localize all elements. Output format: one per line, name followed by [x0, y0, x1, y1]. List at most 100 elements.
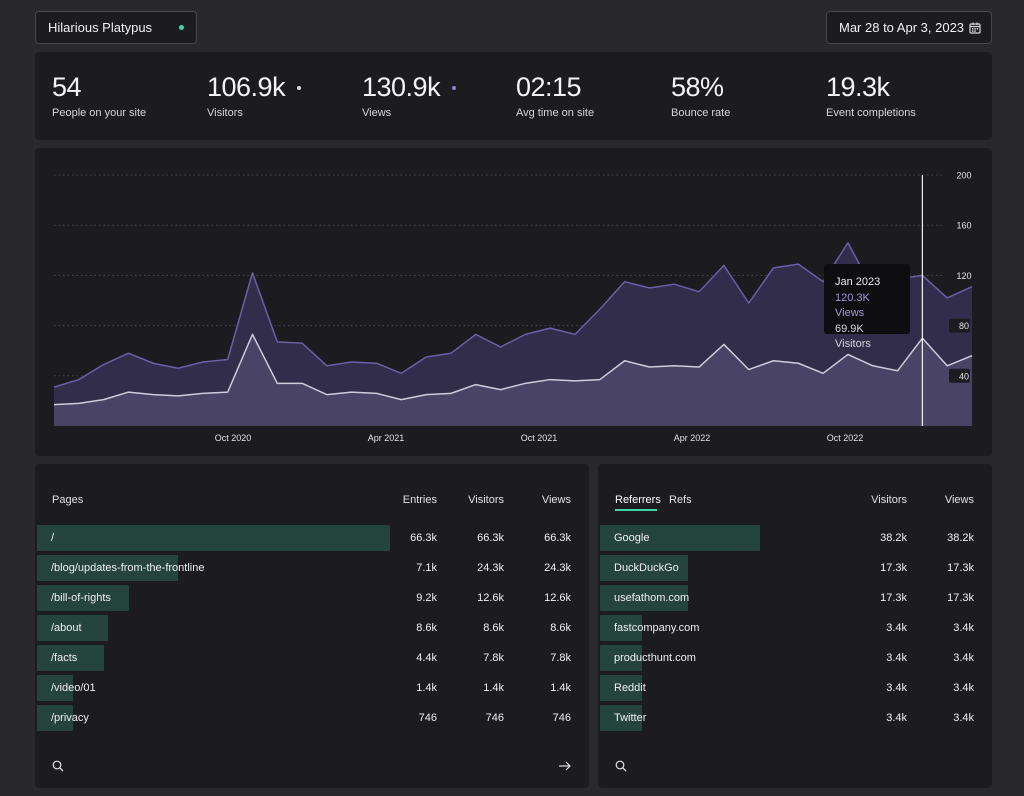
table-row[interactable]: /facts 4.4k 7.8k 7.8k	[35, 645, 589, 671]
row-label[interactable]: /about	[51, 622, 82, 634]
stat-label: Bounce rate	[671, 107, 731, 119]
row-label[interactable]: Reddit	[614, 682, 646, 694]
tab-refs[interactable]: Refs	[669, 494, 692, 506]
traffic-chart[interactable]: 200 160 120 80 40 Oct 2020 Apr 2021 Oct 2021 Apr…	[35, 148, 992, 456]
row-share-bar	[600, 525, 760, 551]
row-entries: 8.6k	[416, 622, 437, 634]
tab-referrers[interactable]: Referrers	[615, 494, 661, 506]
row-label[interactable]: /privacy	[51, 712, 89, 724]
row-visitors: 8.6k	[483, 622, 504, 634]
pages-panel: Pages Entries Visitors Views / 66.3k 66.3k…	[35, 464, 589, 788]
row-visitors: 3.4k	[886, 712, 907, 724]
site-selector[interactable]: Hilarious Platypus	[35, 11, 197, 44]
table-row[interactable]: /blog/updates-from-the-frontline 7.1k 24.3…	[35, 555, 589, 581]
row-label[interactable]: fastcompany.com	[614, 622, 700, 634]
row-views: 8.6k	[550, 622, 571, 634]
row-label[interactable]: /	[51, 532, 55, 544]
table-row[interactable]: Reddit 3.4k 3.4k	[598, 675, 992, 701]
stat-label: Avg time on site	[516, 107, 595, 119]
stat-value: 19.3k	[826, 72, 890, 102]
row-visitors: 24.3k	[477, 562, 504, 574]
row-visitors: 7.8k	[483, 652, 504, 664]
row-views: 7.8k	[550, 652, 571, 664]
row-label[interactable]: Twitter	[614, 712, 647, 724]
row-label[interactable]: DuckDuckGo	[614, 562, 679, 574]
row-views: 3.4k	[953, 712, 974, 724]
row-views: 17.3k	[947, 592, 974, 604]
x-tick-label: Apr 2021	[368, 433, 405, 443]
stat-event-completions[interactable]: 19.3k Event completions	[826, 72, 916, 119]
stat-value: 58%	[671, 72, 724, 102]
y-tick-label: 200	[956, 171, 971, 181]
table-row[interactable]: /video/01 1.4k 1.4k 1.4k	[35, 675, 589, 701]
calendar-icon	[969, 22, 981, 34]
row-share-bar	[600, 645, 642, 671]
row-share-bar	[600, 675, 642, 701]
search-icon[interactable]	[615, 759, 627, 777]
row-share-bar	[600, 555, 688, 581]
stat-bounce-rate[interactable]: 58% Bounce rate	[671, 72, 730, 119]
row-share-bar	[600, 705, 642, 731]
visitors-header[interactable]: Visitors	[871, 494, 907, 506]
row-label[interactable]: usefathom.com	[614, 592, 690, 604]
table-row[interactable]: usefathom.com 17.3k 17.3k	[598, 585, 992, 611]
stat-value: 02:15	[516, 72, 582, 102]
table-row[interactable]: Twitter 3.4k 3.4k	[598, 705, 992, 731]
table-row[interactable]: fastcompany.com 3.4k 3.4k	[598, 615, 992, 641]
views-header[interactable]: Views	[541, 494, 571, 506]
area-visitors	[54, 334, 972, 426]
row-visitors: 3.4k	[886, 682, 907, 694]
search-icon[interactable]	[52, 759, 64, 777]
row-share-bar	[37, 705, 73, 731]
row-label[interactable]: /bill-of-rights	[51, 592, 111, 604]
tooltip-visitors: 69.9K Visitors	[835, 322, 871, 351]
row-views: 3.4k	[953, 622, 974, 634]
stat-avg-time[interactable]: 02:15 Avg time on site	[516, 72, 594, 119]
table-row[interactable]: /bill-of-rights 9.2k 12.6k 12.6k	[35, 585, 589, 611]
table-row[interactable]: Google 38.2k 38.2k	[598, 525, 992, 551]
y-tick-label: 40	[959, 371, 969, 381]
table-row[interactable]: / 66.3k 66.3k 66.3k	[35, 525, 589, 551]
visitors-header[interactable]: Visitors	[468, 494, 504, 506]
row-share-bar	[600, 585, 688, 611]
pages-header: Pages	[52, 494, 84, 506]
row-label[interactable]: producthunt.com	[614, 652, 696, 664]
arrow-right-icon[interactable]	[558, 759, 571, 777]
stat-label: Views	[362, 107, 392, 119]
y-label-bg	[949, 368, 970, 383]
table-row[interactable]: DuckDuckGo 17.3k 17.3k	[598, 555, 992, 581]
stat-value: 130.9k	[362, 72, 441, 102]
stat-value: 54	[52, 72, 82, 102]
stat-people-online[interactable]: 54 People on your site	[52, 72, 146, 119]
table-row[interactable]: producthunt.com 3.4k 3.4k	[598, 645, 992, 671]
table-row[interactable]: /about 8.6k 8.6k 8.6k	[35, 615, 589, 641]
row-label[interactable]: Google	[614, 532, 650, 544]
visitors-legend-dot	[297, 85, 302, 90]
row-views: 24.3k	[544, 562, 571, 574]
x-tick-label: Oct 2021	[521, 433, 558, 443]
row-visitors: 38.2k	[880, 532, 907, 544]
row-views: 38.2k	[947, 532, 974, 544]
active-tab-underline	[615, 509, 657, 511]
row-views: 746	[552, 712, 571, 724]
row-entries: 4.4k	[416, 652, 437, 664]
row-entries: 1.4k	[416, 682, 437, 694]
row-label[interactable]: /blog/updates-from-the-frontline	[51, 562, 205, 574]
row-visitors: 3.4k	[886, 622, 907, 634]
stat-views[interactable]: 130.9k Views	[362, 72, 457, 119]
stat-value: 106.9k	[207, 72, 286, 102]
stat-visitors[interactable]: 106.9k Visitors	[207, 72, 302, 119]
views-header[interactable]: Views	[944, 494, 974, 506]
table-row[interactable]: /privacy 746 746 746	[35, 705, 589, 731]
row-visitors: 12.6k	[477, 592, 504, 604]
date-range-picker[interactable]: Mar 28 to Apr 3, 2023	[826, 11, 992, 44]
stat-label: Visitors	[207, 107, 243, 119]
row-label[interactable]: /facts	[51, 652, 78, 664]
row-share-bar	[37, 585, 129, 611]
stat-label: Event completions	[826, 107, 916, 119]
row-entries: 746	[418, 712, 437, 724]
entries-header[interactable]: Entries	[402, 494, 437, 506]
stats-bar: 54 People on your site 106.9k Visitors 1…	[35, 52, 992, 140]
row-label[interactable]: /video/01	[51, 682, 96, 694]
row-share-bar	[37, 525, 390, 551]
